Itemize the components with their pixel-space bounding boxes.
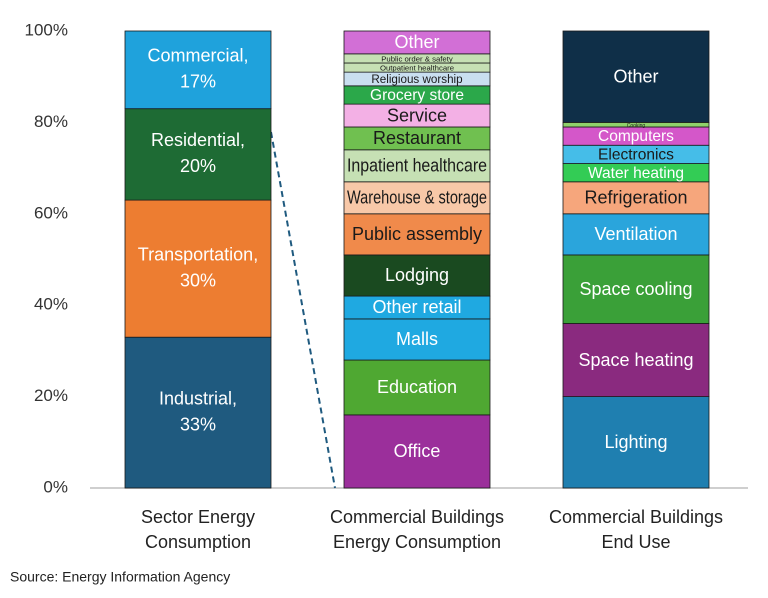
segment-label: Space cooling [579, 279, 692, 299]
segment-label: Water heating [588, 165, 684, 182]
bar-segment [343, 359, 491, 416]
segment-label: Electronics [598, 146, 674, 163]
segment-label: Public order & safety [381, 54, 453, 63]
segment-label: Service [387, 105, 447, 125]
segment-label: Transportation, [138, 244, 258, 264]
x-category-label: End Use [601, 532, 670, 552]
segment-label: Other retail [372, 297, 461, 317]
segment-label: Religious worship [371, 73, 462, 86]
bar-segment [562, 323, 710, 398]
segment-label: Office [394, 441, 441, 461]
segment-value-label: 20% [180, 156, 216, 176]
segment-label: Inpatient healthcare [347, 156, 487, 176]
y-tick-label: 0% [43, 477, 68, 496]
source-note: Source: Energy Information Agency [10, 569, 230, 585]
segment-value-label: 30% [180, 270, 216, 290]
segment-label: Refrigeration [584, 188, 687, 208]
y-tick-label: 80% [34, 112, 68, 131]
segment-label: Malls [396, 329, 438, 349]
segment-label: Restaurant [373, 128, 461, 148]
segment-label: Commercial, [147, 46, 248, 66]
segment-label: Ventilation [594, 224, 677, 244]
x-category-label: Energy Consumption [333, 532, 501, 552]
bar-segment [343, 213, 491, 256]
segment-label: Education [377, 377, 457, 397]
y-tick-label: 40% [34, 295, 68, 314]
bar-segment [562, 30, 710, 123]
bar-segment [562, 213, 710, 256]
segment-label: Lighting [604, 432, 667, 452]
segment-label: Other [613, 66, 658, 86]
bar-segment [343, 30, 491, 55]
bar-segment [124, 199, 272, 338]
x-category-label: Consumption [145, 532, 251, 552]
bar-segment [343, 181, 491, 215]
y-tick-label: 60% [34, 203, 68, 222]
connector-line [270, 131, 336, 489]
bar-segment [562, 181, 710, 215]
bar-segment [124, 30, 272, 110]
segment-value-label: 17% [180, 72, 216, 92]
bar-segment [343, 254, 491, 297]
segment-label: Cooking [627, 123, 646, 129]
segment-label: Other [394, 32, 439, 52]
x-category-label: Commercial Buildings [549, 507, 723, 527]
bar-segment [562, 396, 710, 489]
segment-label: Outpatient healthcare [380, 64, 454, 73]
bar-segment [343, 414, 491, 489]
segment-value-label: 33% [180, 414, 216, 434]
segment-label: Industrial, [159, 388, 237, 408]
segment-label: Warehouse & storage [347, 188, 487, 208]
bar-segment [343, 149, 491, 183]
x-category-label: Sector Energy [141, 507, 255, 527]
y-tick-label: 100% [25, 20, 68, 39]
segment-label: Space heating [578, 350, 693, 370]
segment-label: Computers [598, 128, 674, 145]
x-category-label: Commercial Buildings [330, 507, 504, 527]
segment-label: Lodging [385, 265, 449, 285]
bar-segment [562, 254, 710, 324]
segment-label: Grocery store [370, 87, 464, 104]
segment-label: Residential, [151, 130, 245, 150]
bar-segment [124, 336, 272, 489]
bar-segment [124, 108, 272, 201]
segment-label: Public assembly [352, 224, 482, 244]
y-tick-label: 20% [34, 386, 68, 405]
